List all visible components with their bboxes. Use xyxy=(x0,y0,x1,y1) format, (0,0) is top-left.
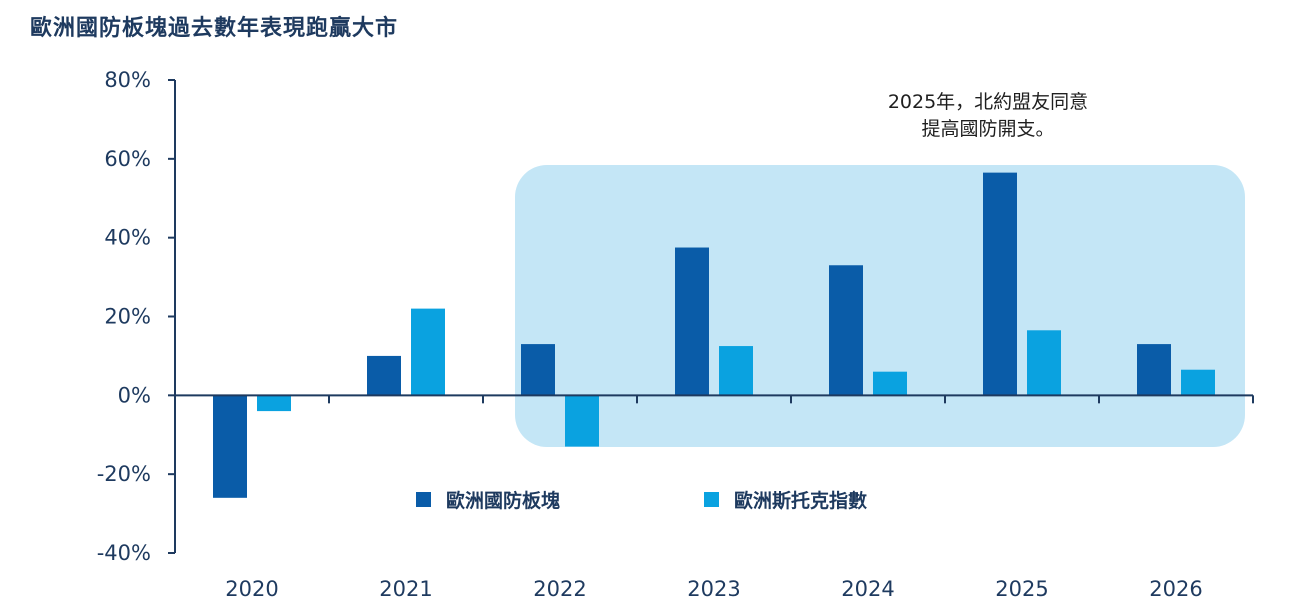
y-tick-label: 20% xyxy=(104,305,151,329)
bar-stoxx-2020 xyxy=(257,395,291,412)
bar-stoxx-2022 xyxy=(565,395,599,447)
bar-defense-2020 xyxy=(213,395,247,498)
legend-label-stoxx: 歐洲斯托克指數 xyxy=(734,489,867,512)
legend-swatch-stoxx xyxy=(704,492,719,507)
y-tick-label: -40% xyxy=(97,541,151,565)
x-tick-label-2020: 2020 xyxy=(225,577,278,601)
x-tick-label-2025: 2025 xyxy=(995,577,1048,601)
bar-stoxx-2025 xyxy=(1027,330,1061,396)
x-tick-label-2024: 2024 xyxy=(841,577,894,601)
x-tick-label-2026: 2026 xyxy=(1149,577,1202,601)
bar-defense-2026 xyxy=(1137,344,1171,396)
y-tick-label: 40% xyxy=(104,226,151,250)
bar-stoxx-2024 xyxy=(873,371,907,396)
highlight-region xyxy=(515,165,1245,447)
x-axis: 2020 2021 2022 2023 2024 2025 2026 xyxy=(174,394,1254,601)
y-tick-label: 60% xyxy=(104,147,151,171)
legend-swatch-defense xyxy=(416,492,431,507)
annotation-line-2: 提高國防開支。 xyxy=(921,118,1054,140)
bar-defense-2025 xyxy=(983,172,1017,396)
bar-defense-2023 xyxy=(675,247,709,396)
legend: 歐洲國防板塊 歐洲斯托克指數 xyxy=(416,489,867,512)
x-tick-label-2023: 2023 xyxy=(687,577,740,601)
bar-stoxx-2021 xyxy=(411,308,445,396)
y-tick-label: 80% xyxy=(104,68,151,92)
bar-defense-2022 xyxy=(521,344,555,396)
chart-title: 歐洲國防板塊過去數年表現跑贏大市 xyxy=(30,16,399,41)
bar-defense-2021 xyxy=(367,355,401,396)
legend-label-defense: 歐洲國防板塊 xyxy=(446,489,560,512)
bars xyxy=(213,172,1215,498)
y-tick-label: 0% xyxy=(118,383,151,407)
y-axis: -40% -20% 0% 20% 40% 60% 80% xyxy=(97,68,176,565)
bar-stoxx-2026 xyxy=(1181,369,1215,396)
x-tick-label-2022: 2022 xyxy=(533,577,586,601)
annotation-line-1: 2025年，北約盟友同意 xyxy=(888,91,1088,113)
bar-stoxx-2023 xyxy=(719,346,753,396)
y-tick-label: -20% xyxy=(97,462,151,486)
bar-defense-2024 xyxy=(829,265,863,396)
x-tick-label-2021: 2021 xyxy=(379,577,432,601)
